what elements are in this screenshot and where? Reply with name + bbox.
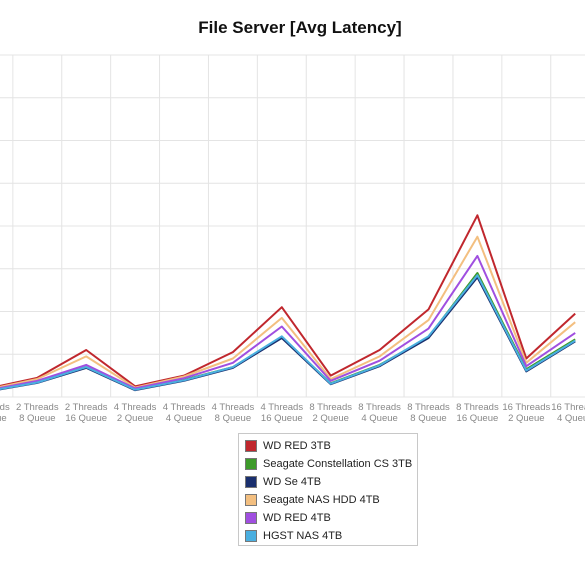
x-tick-label: 4 Threads 8 Queue [212, 402, 255, 424]
x-tick-label: 8 Threads 2 Queue [309, 402, 352, 424]
x-tick-label: 2 Threads 16 Queue [65, 402, 108, 424]
x-tick-label: 16 Threads 2 Queue [502, 402, 550, 424]
legend-label: WD RED 4TB [263, 512, 331, 524]
legend-swatch [245, 512, 257, 524]
legend-item[interactable]: WD RED 4TB [245, 509, 411, 527]
legend-item[interactable]: WD Se 4TB [245, 473, 411, 491]
legend-swatch [245, 494, 257, 506]
legend-label: Seagate NAS HDD 4TB [263, 494, 380, 506]
x-tick-label: 4 Threads 16 Queue [260, 402, 303, 424]
x-tick-label: 4 Threads 4 Queue [163, 402, 206, 424]
legend-swatch [245, 476, 257, 488]
legend-label: Seagate Constellation CS 3TB [263, 458, 413, 470]
series-line [0, 214, 576, 388]
series-line [0, 274, 576, 391]
legend-label: HGST NAS 4TB [263, 530, 343, 542]
legend-label: WD Se 4TB [263, 476, 322, 488]
legend: WD RED 3TB Seagate Constellation CS 3TB WD… [238, 433, 418, 546]
legend-label: WD RED 3TB [263, 440, 331, 452]
x-tick-label: 8 Threads 16 Queue [456, 402, 499, 424]
legend-swatch [245, 530, 257, 542]
series-line [0, 235, 576, 389]
x-tick-label: 4 Threads 2 Queue [114, 402, 157, 424]
series-line [0, 254, 576, 390]
legend-item[interactable]: Seagate Constellation CS 3TB [245, 455, 413, 473]
legend-swatch [245, 440, 257, 452]
legend-item[interactable]: Seagate NAS HDD 4TB [245, 491, 411, 509]
chart-title: File Server [Avg Latency] [198, 18, 402, 37]
legend-item[interactable]: HGST NAS 4TB [245, 527, 411, 545]
legend-item[interactable]: WD RED 3TB [245, 437, 411, 455]
legend-swatch [245, 458, 257, 470]
x-tick-label: 2 Threads 8 Queue [16, 402, 59, 424]
series-lines [0, 214, 576, 392]
x-tick-label: 8 Threads 8 Queue [407, 402, 450, 424]
x-tick-label: 8 Threads 4 Queue [358, 402, 401, 424]
